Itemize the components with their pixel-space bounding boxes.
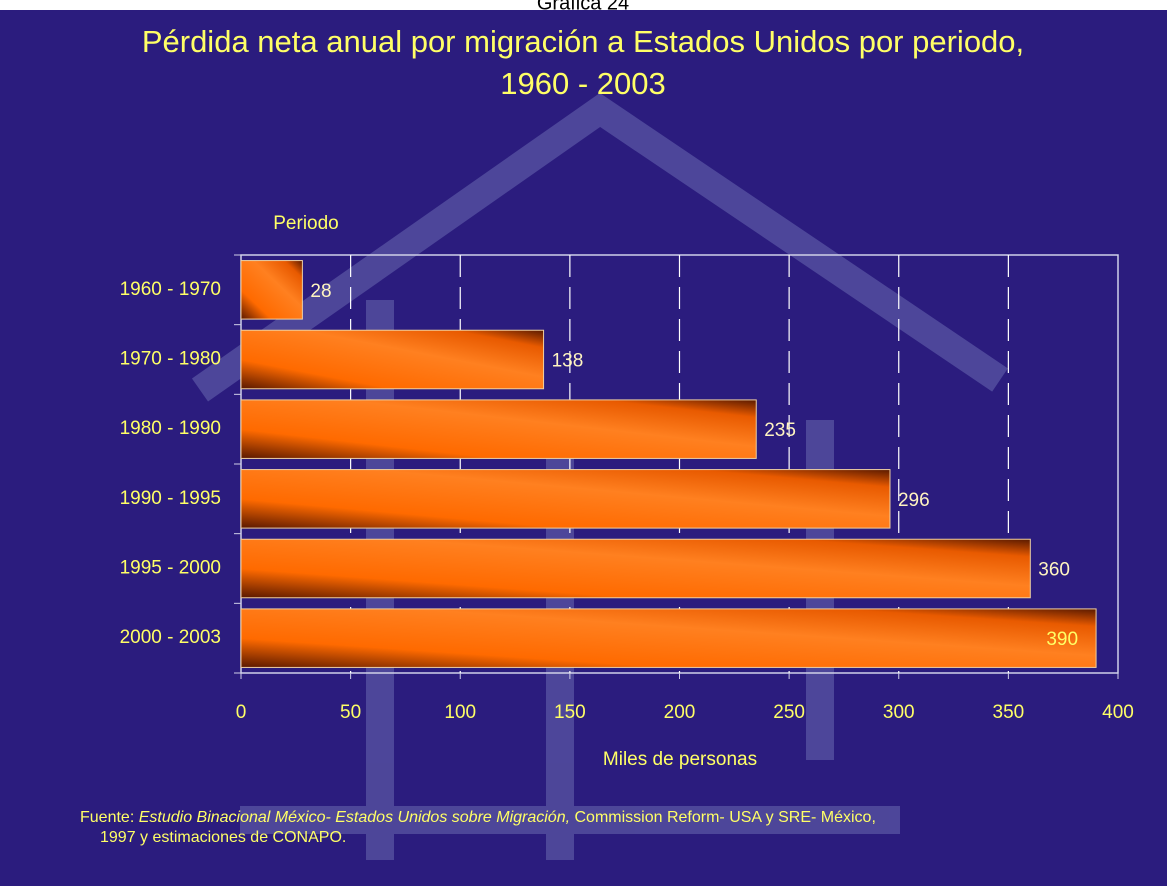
source-work: Estudio Binacional México- Estados Unido… [138, 809, 571, 826]
value-label: 390 [1046, 629, 1078, 650]
y-axis-label: Periodo [273, 213, 339, 234]
bar [240, 399, 757, 459]
value-label: 28 [310, 281, 331, 302]
x-tick-label: 150 [554, 702, 586, 723]
header-band [0, 0, 1167, 10]
source-rest: Commission Reform- USA y SRE- México, [574, 809, 876, 826]
y-tick-label: 1995 - 2000 [120, 558, 221, 579]
x-tick-label: 0 [236, 702, 247, 723]
y-tick-label: 1960 - 1970 [120, 279, 221, 300]
chart-title: 1960 - 2003 [500, 66, 665, 101]
source-prefix: Fuente: [80, 809, 135, 826]
value-label: 360 [1038, 560, 1070, 581]
value-label: 235 [764, 420, 796, 441]
chart-title: Pérdida neta anual por migración a Estad… [142, 24, 1024, 59]
x-tick-label: 50 [340, 702, 361, 723]
bar [240, 538, 1031, 599]
y-tick-label: 2000 - 2003 [120, 627, 221, 648]
source-line2: 1997 y estimaciones de CONAPO. [100, 829, 347, 846]
y-tick-label: 1970 - 1980 [120, 349, 221, 370]
x-tick-label: 350 [993, 702, 1025, 723]
x-tick-label: 400 [1102, 702, 1134, 723]
value-label: 138 [552, 351, 584, 372]
x-tick-label: 250 [773, 702, 805, 723]
page-header: Gráfica 24 [537, 0, 629, 14]
y-tick-label: 1990 - 1995 [120, 488, 221, 509]
value-label: 296 [898, 490, 930, 511]
x-tick-label: 100 [444, 702, 476, 723]
source-note: Fuente: Estudio Binacional México- Estad… [80, 808, 876, 848]
bar [240, 608, 1097, 668]
bar [240, 260, 303, 320]
x-axis-label: Miles de personas [603, 749, 757, 770]
x-tick-label: 200 [664, 702, 696, 723]
bar [240, 329, 545, 390]
y-tick-label: 1980 - 1990 [120, 418, 221, 439]
x-tick-label: 300 [883, 702, 915, 723]
bar [240, 469, 891, 529]
